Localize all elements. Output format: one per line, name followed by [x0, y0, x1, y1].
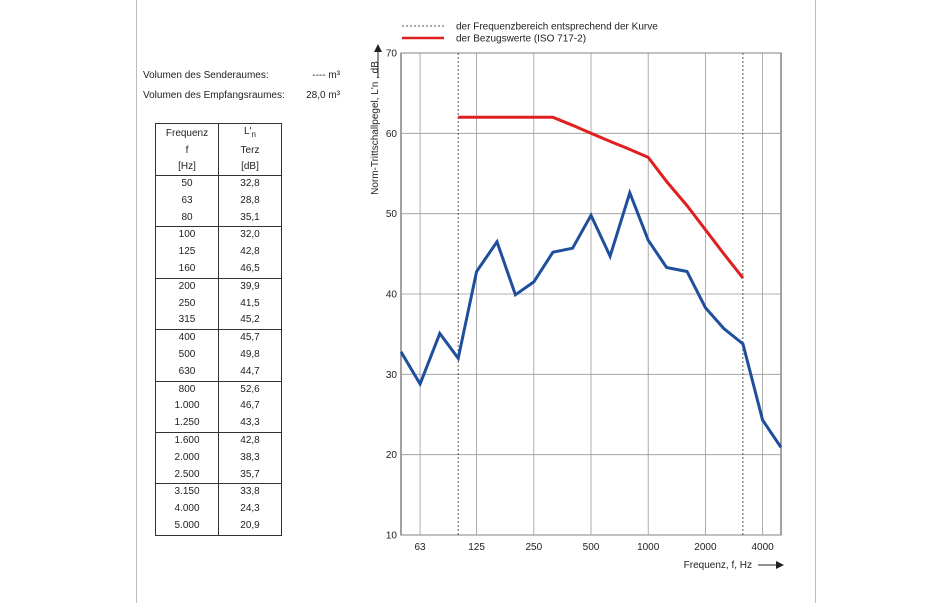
table-cell-level: 28,8 — [240, 194, 260, 206]
table-cell-frequency: 250 — [155, 295, 219, 313]
table-header-freq-symbol: f — [155, 143, 219, 159]
reference-curve-line — [458, 115, 745, 279]
y-tick-label: 70 — [386, 49, 398, 60]
table-cell-level: 43,3 — [240, 417, 260, 429]
x-tick-label: 1000 — [637, 542, 660, 553]
table-row: 200 39,9 — [155, 277, 282, 296]
table-header-ln: L'n — [244, 126, 256, 139]
page-frame — [136, 0, 816, 603]
table-row: 800 52,6 — [155, 380, 282, 399]
table-row: 125 42,8 — [155, 244, 282, 261]
y-tick-label: 30 — [386, 370, 398, 381]
table-row: 400 45,7 — [155, 329, 282, 347]
table-cell-frequency: 800 — [155, 380, 219, 399]
x-tick-label: 125 — [468, 542, 485, 553]
x-tick-label: 2000 — [694, 542, 717, 553]
y-axis-arrow-head — [374, 44, 382, 52]
table-cell-frequency: 200 — [155, 277, 219, 296]
table-cell-level: 38,3 — [240, 451, 260, 463]
table-cell-level: 33,8 — [218, 483, 282, 502]
table-cell-frequency: 80 — [155, 209, 219, 227]
measured-curve-line — [399, 188, 783, 449]
table-row: 5.000 20,9 — [155, 517, 282, 536]
volume-sender-label: Volumen des Senderaumes: — [143, 70, 269, 81]
table-cell-level: 42,8 — [218, 431, 282, 450]
x-tick-label: 500 — [583, 542, 600, 553]
table-cell-level: 24,3 — [240, 503, 260, 515]
table-cell-frequency: 500 — [155, 346, 219, 364]
x-tick-label: 63 — [415, 542, 427, 553]
table-cell-level: 45,2 — [240, 314, 260, 326]
table-cell-frequency: 5.000 — [155, 517, 219, 536]
table-cell-frequency: 100 — [155, 226, 219, 245]
table-row: 250 41,5 — [155, 295, 282, 313]
table-cell-frequency: 63 — [155, 192, 219, 210]
y-tick-label: 10 — [386, 531, 398, 542]
table-cell-level: 52,6 — [218, 380, 282, 399]
table-cell-frequency: 2.500 — [155, 466, 219, 484]
volume-sender-value: ---- m³ — [312, 70, 340, 81]
table-cell-level: 49,8 — [240, 348, 260, 360]
table-row: 2.500 35,7 — [155, 466, 282, 484]
table-cell-level: 35,1 — [240, 211, 260, 223]
volume-receiver-value: 28,0 m³ — [306, 90, 340, 101]
table-cell-frequency: 4.000 — [155, 501, 219, 518]
x-axis-arrow-head — [776, 561, 784, 569]
legend-red-label: der Bezugswerte (ISO 717-2) — [456, 34, 586, 45]
table-cell-level: 35,7 — [240, 468, 260, 480]
table-cell-level: 32,8 — [218, 174, 282, 193]
x-tick-label: 250 — [525, 542, 542, 553]
volume-receiver-label: Volumen des Empfangsraumes: — [143, 90, 285, 101]
y-tick-label: 20 — [386, 450, 398, 461]
table-cell-level: 44,7 — [240, 365, 260, 377]
y-tick-label: 40 — [386, 290, 398, 301]
table-cell-level: 39,9 — [218, 277, 282, 296]
table-row: 1.000 46,7 — [155, 398, 282, 416]
table-header-hz: [Hz] — [155, 159, 219, 176]
table-cell-frequency: 1.000 — [155, 398, 219, 416]
table-row: 50 32,8 — [155, 174, 282, 193]
table-cell-frequency: 315 — [155, 312, 219, 330]
table-cell-frequency: 1.600 — [155, 431, 219, 450]
table-cell-level: 20,9 — [240, 519, 260, 531]
data-table: Frequenz L'n f Terz [Hz] [dB] 50 32,8 63 28… — [155, 123, 282, 536]
table-cell-level: 46,5 — [240, 262, 260, 274]
table-header-terz: Terz — [240, 145, 260, 156]
y-tick-label: 50 — [386, 209, 398, 220]
table-cell-level: 46,7 — [240, 400, 260, 412]
table-header-db: [dB] — [241, 161, 259, 172]
table-row: 1.250 43,3 — [155, 415, 282, 433]
table-row: 160 46,5 — [155, 260, 282, 279]
legend-dotted-label: der Frequenzbereich entsprechend der Kur… — [456, 22, 658, 33]
table-row: 1.600 42,8 — [155, 431, 282, 450]
table-cell-frequency: 630 — [155, 363, 219, 382]
table-row: 315 45,2 — [155, 312, 282, 330]
table-header-freq: Frequenz — [155, 123, 219, 143]
table-row: 500 49,8 — [155, 346, 282, 364]
x-axis-label: Frequenz, f, Hz — [684, 560, 752, 571]
y-axis-label: Norm-Trittschallpegel, L'n , dB — [370, 61, 381, 195]
table-cell-level: 41,5 — [240, 297, 260, 309]
table-row: 3.150 33,8 — [155, 483, 282, 502]
table-cell-frequency: 160 — [155, 260, 219, 279]
table-cell-frequency: 50 — [155, 174, 219, 193]
table-cell-frequency: 400 — [155, 329, 219, 347]
y-tick-label: 60 — [386, 129, 398, 140]
table-cell-frequency: 3.150 — [155, 483, 219, 502]
table-cell-frequency: 1.250 — [155, 415, 219, 433]
table-row: 100 32,0 — [155, 226, 282, 245]
table-cell-level: 42,8 — [240, 246, 260, 258]
table-cell-level: 32,0 — [218, 226, 282, 245]
table-row: 63 28,8 — [155, 192, 282, 210]
x-tick-label: 4000 — [751, 542, 774, 553]
table-cell-level: 45,7 — [218, 329, 282, 347]
table-cell-frequency: 125 — [155, 244, 219, 261]
table-cell-frequency: 2.000 — [155, 449, 219, 467]
table-row: 2.000 38,3 — [155, 449, 282, 467]
table-row: 4.000 24,3 — [155, 501, 282, 518]
table-row: 80 35,1 — [155, 209, 282, 227]
table-row: 630 44,7 — [155, 363, 282, 382]
